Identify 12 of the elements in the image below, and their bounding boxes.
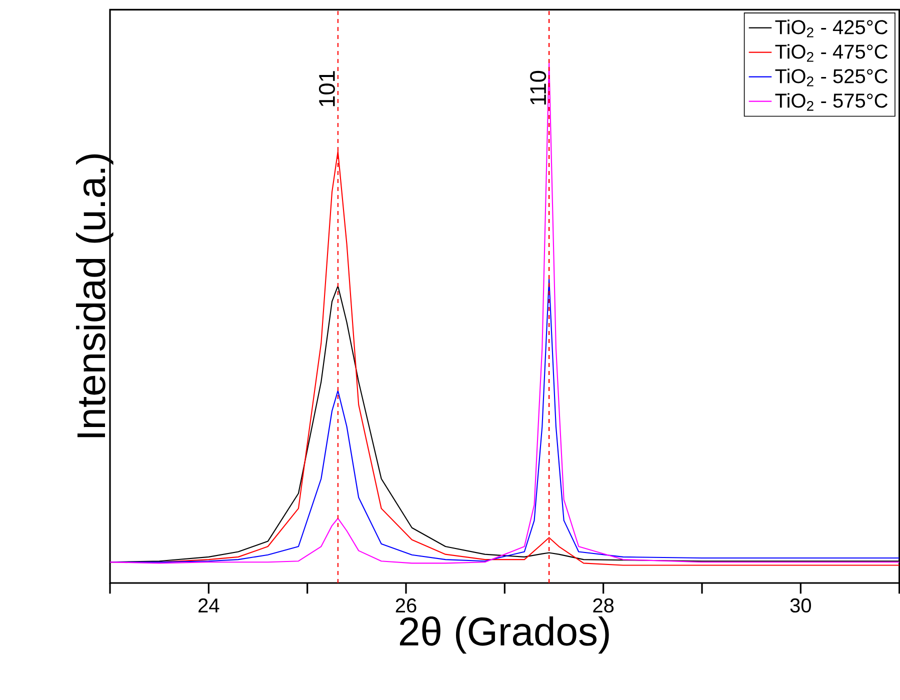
legend-label: TiO$_{2}$ - 475°C [775, 44, 888, 62]
annotation: 110 [530, 70, 546, 104]
legend-label: TiO$_{2}$ - 525°C [775, 68, 888, 86]
legend-label: TiO$_{2}$ - 425°C [775, 20, 888, 38]
annotation: 101 [318, 71, 335, 106]
y-axis-title: Intensidad (u.a.) [76, 154, 114, 438]
x-tick-label: 28 [593, 598, 614, 613]
x-tick-label: 30 [790, 598, 811, 613]
x-tick-label: 24 [198, 598, 220, 612]
x-tick-label: 26 [396, 598, 416, 613]
legend-label: TiO$_{2}$ - 575°C [775, 93, 888, 111]
x-axis-title: 2θ (Grados) [400, 616, 609, 654]
